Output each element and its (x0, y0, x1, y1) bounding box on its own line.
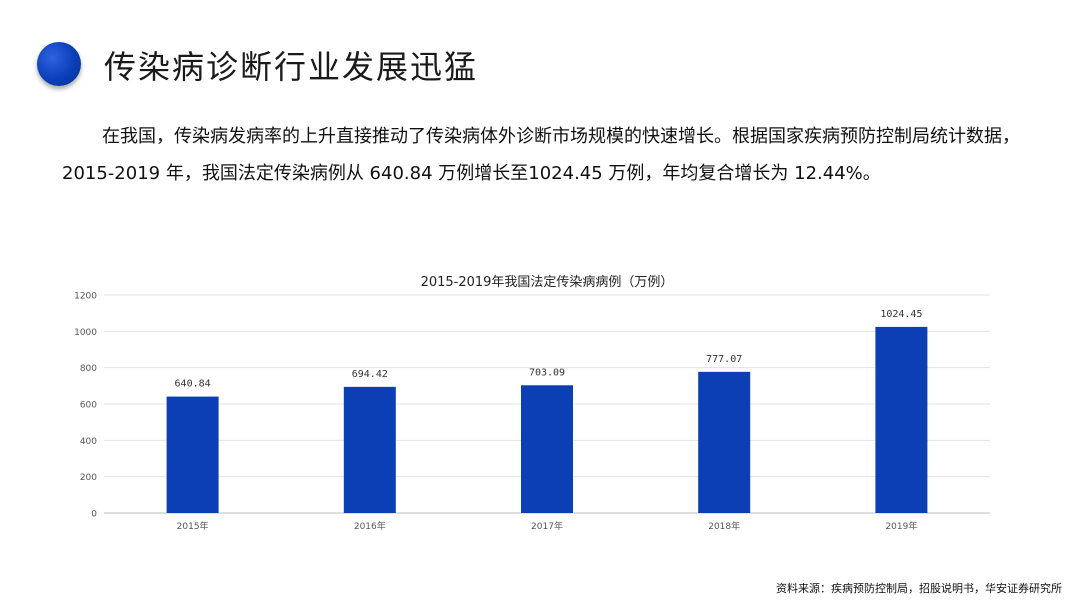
y-tick-label: 400 (80, 437, 97, 447)
title-bullet-icon (37, 42, 81, 86)
intro-paragraph: 在我国，传染病发病率的上升直接推动了传染病体外诊断市场规模的快速增长。根据国家疾… (62, 118, 1022, 192)
y-tick-label: 1200 (74, 292, 97, 302)
x-tick-label: 2015年 (177, 520, 209, 532)
x-tick-label: 2018年 (708, 520, 740, 532)
y-tick-label: 600 (80, 401, 97, 411)
page-title: 传染病诊断行业发展迅猛 (104, 48, 479, 86)
y-tick-label: 800 (80, 364, 97, 374)
data-label: 777.07 (706, 354, 742, 365)
bar (521, 385, 573, 513)
chart-title: 2015-2019年我国法定传染病病例（万例） (421, 275, 674, 290)
data-label: 694.42 (352, 369, 388, 380)
y-tick-label: 200 (80, 473, 97, 483)
data-label: 1024.45 (880, 309, 922, 320)
bar (166, 396, 219, 513)
x-tick-label: 2017年 (531, 520, 563, 532)
bar (875, 326, 928, 513)
intro-paragraph-text: 在我国，传染病发病率的上升直接推动了传染病体外诊断市场规模的快速增长。根据国家疾… (62, 126, 1020, 184)
y-tick-label: 1000 (74, 328, 97, 338)
bar (698, 371, 751, 513)
data-label: 640.84 (175, 379, 211, 390)
source-note: 资料来源：疾病预防控制局，招股说明书，华安证券研究所 (776, 582, 1062, 595)
bar-chart: 2015-2019年我国法定传染病病例（万例） 0 200 400 600 800 1000… (74, 275, 990, 532)
y-tick-label: 0 (91, 510, 97, 520)
bar (343, 386, 396, 513)
x-tick-label: 2019年 (885, 520, 917, 532)
data-label: 703.09 (529, 367, 565, 378)
x-tick-label: 2016年 (354, 520, 386, 532)
